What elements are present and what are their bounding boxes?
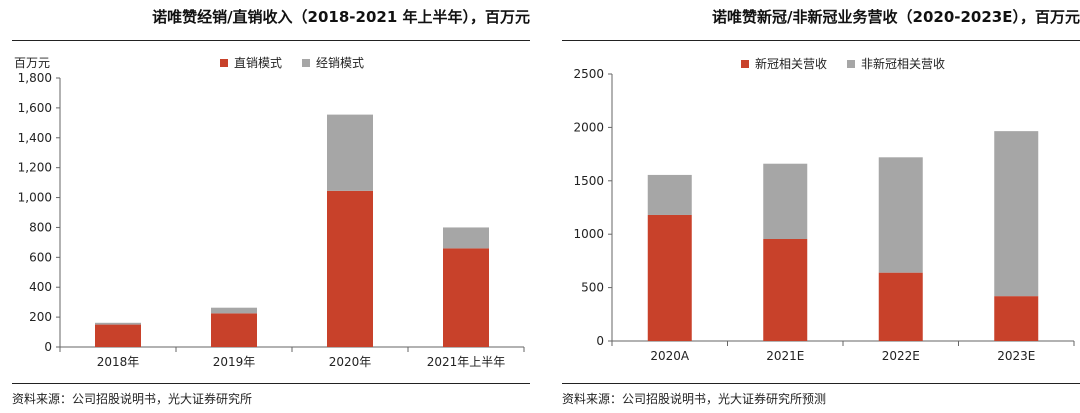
bar-top-segment (994, 131, 1039, 297)
y-tick-label: 2000 (573, 120, 604, 134)
y-tick-label: 200 (29, 310, 52, 324)
legend-label: 非新冠相关营收 (861, 56, 945, 71)
chart-direct-distribution: 0 200 400 600 800 1,000 1,200 1,400 1,600 1,800百万… (14, 56, 525, 369)
y-tick-label: 1,800 (18, 71, 52, 85)
top-rule (12, 40, 530, 41)
chart-covid-noncovid: 0 500 1000 1500 2000 2500 2020A 2021E 2022E 2023E… (573, 56, 1075, 363)
y-tick-label: 0 (44, 340, 52, 354)
legend-label: 新冠相关营收 (755, 56, 827, 71)
legend-swatch (741, 60, 749, 68)
bar-top-segment (211, 307, 257, 314)
top-rule (562, 40, 1080, 41)
y-tick-label: 1000 (573, 227, 604, 241)
y-tick-label: 1,200 (18, 161, 52, 175)
x-tick-label: 2020A (650, 349, 690, 363)
y-tick-label: 0 (596, 334, 604, 348)
x-tick-label: 2023E (997, 349, 1035, 363)
bar-bottom-segment (878, 272, 923, 341)
chart-title: 诺唯赞新冠/非新冠业务营收（2020-2023E），百万元 (712, 8, 1080, 26)
legend-label: 直销模式 (234, 56, 282, 70)
source-note: 资料来源：公司招股说明书，光大证券研究所 (12, 392, 253, 406)
legend-swatch (220, 59, 228, 67)
bar-top-segment (763, 163, 808, 240)
bottom-rule (12, 383, 530, 384)
y-axis-label: 百万元 (14, 56, 50, 70)
x-tick-label: 2020年 (329, 355, 372, 369)
source-note: 资料来源：公司招股说明书，光大证券研究所预测 (562, 392, 827, 406)
bar-bottom-segment (443, 248, 489, 347)
chart-title: 诺唯赞经销/直销收入（2018-2021 年上半年），百万元 (152, 8, 530, 26)
y-tick-label: 1,400 (18, 131, 52, 145)
y-tick-label: 600 (29, 250, 52, 264)
bar-top-segment (878, 157, 923, 273)
bar-bottom-segment (994, 296, 1039, 341)
bar-top-segment (443, 227, 489, 249)
y-tick-label: 1,600 (18, 101, 52, 115)
chart-panel-left: 诺唯赞经销/直销收入（2018-2021 年上半年），百万元 0 200 400 60… (12, 0, 530, 413)
bottom-rule (562, 383, 1080, 384)
x-tick-label: 2022E (882, 349, 920, 363)
y-tick-label: 1500 (573, 174, 604, 188)
legend-label: 经销模式 (316, 56, 364, 70)
y-tick-label: 1,000 (18, 191, 52, 205)
y-tick-label: 2500 (573, 67, 604, 81)
bar-bottom-segment (647, 214, 692, 341)
y-tick-label: 800 (29, 220, 52, 234)
chart-panel-right: 诺唯赞新冠/非新冠业务营收（2020-2023E），百万元 0 500 1000 15… (562, 0, 1080, 413)
y-tick-label: 500 (581, 281, 604, 295)
bar-bottom-segment (763, 239, 808, 341)
y-tick-label: 400 (29, 280, 52, 294)
legend-swatch (847, 60, 855, 68)
bar-top-segment (647, 174, 692, 215)
x-tick-label: 2021E (766, 349, 804, 363)
bar-bottom-segment (95, 324, 141, 347)
bar-top-segment (95, 322, 141, 325)
bar-top-segment (327, 114, 373, 191)
x-tick-label: 2019年 (213, 355, 256, 369)
bar-bottom-segment (327, 190, 373, 347)
x-tick-label: 2021年上半年 (427, 355, 506, 369)
legend-swatch (302, 59, 310, 67)
bar-bottom-segment (211, 313, 257, 347)
x-tick-label: 2018年 (97, 355, 140, 369)
